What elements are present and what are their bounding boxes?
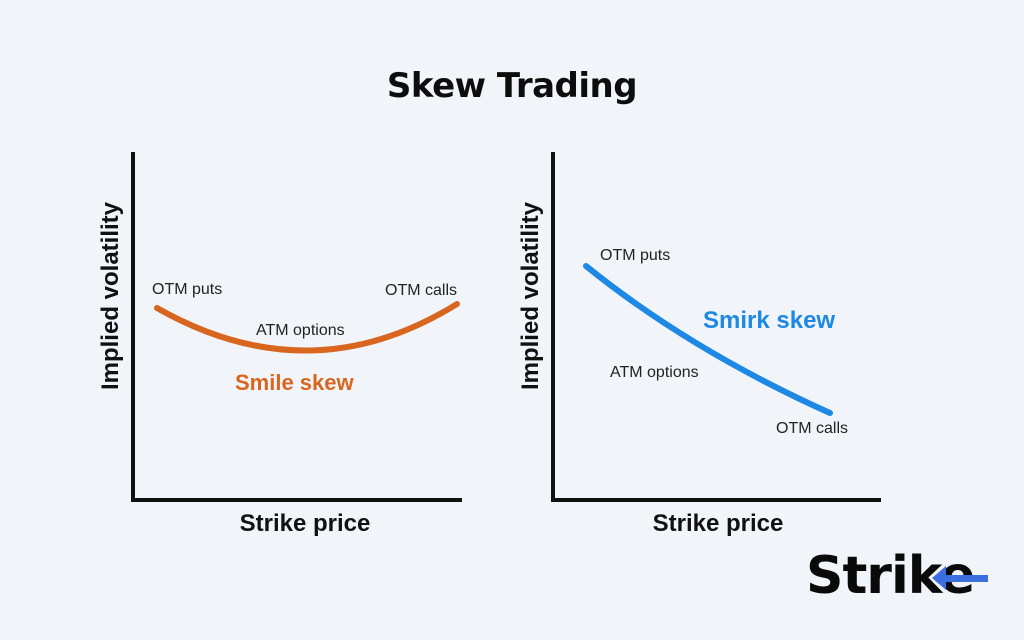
right-otm-puts-label: OTM puts [600,247,670,264]
right-xlabel: Strike price [653,510,784,537]
smirk-curve [583,263,833,416]
right-atm-label: ATM options [610,364,699,381]
right-otm-calls-label: OTM calls [776,420,848,437]
left-otm-puts-label: OTM puts [152,281,222,298]
right-ylabel: Implied volatility [517,201,544,390]
smile-skew-label: Smile skew [235,370,355,395]
smile-curve [154,301,460,354]
smile-chart: Implied volatility Strike price OTM puts… [97,152,462,537]
smirk-skew-label: Smirk skew [703,307,835,334]
left-atm-label: ATM options [256,322,345,339]
smirk-chart: Implied volatility Strike price OTM puts… [517,152,881,537]
left-otm-calls-label: OTM calls [385,282,457,299]
left-xlabel: Strike price [240,510,371,537]
left-ylabel: Implied volatility [97,201,124,390]
page-title: Skew Trading [386,66,638,106]
strike-logo: Strike [806,546,988,606]
logo-arrow-shaft [938,575,988,582]
